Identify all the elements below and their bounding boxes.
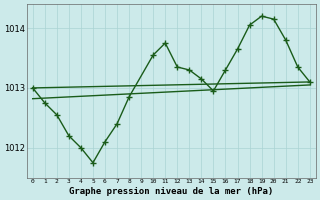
X-axis label: Graphe pression niveau de la mer (hPa): Graphe pression niveau de la mer (hPa) (69, 187, 273, 196)
